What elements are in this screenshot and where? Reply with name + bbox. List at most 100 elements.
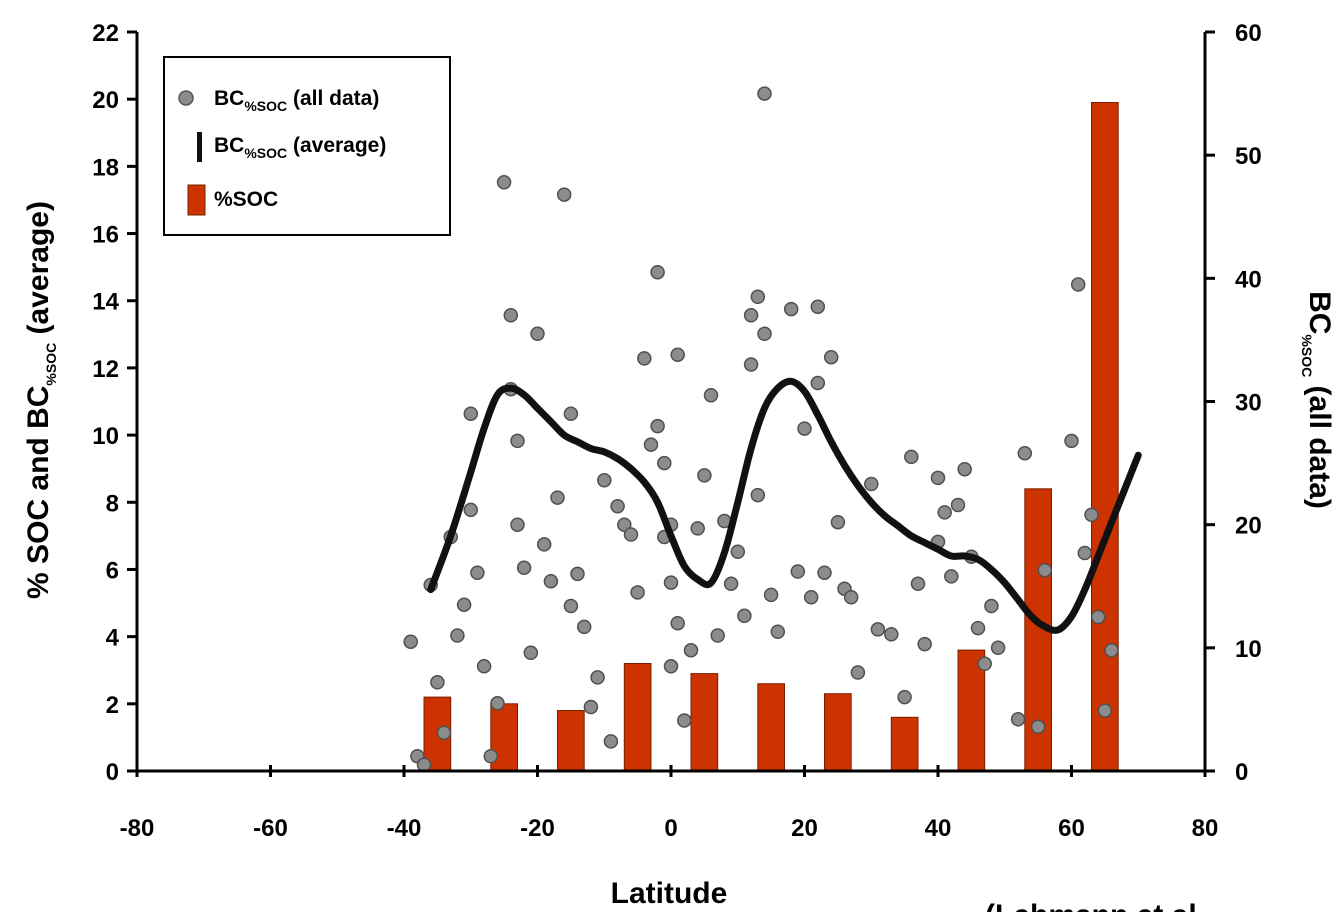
bc-data-point xyxy=(550,490,565,505)
bc-data-point xyxy=(810,375,826,391)
bc-data-point xyxy=(503,308,519,323)
bc-data-point xyxy=(597,473,612,488)
bc-data-point xyxy=(870,622,886,637)
bc-data-point xyxy=(476,659,492,674)
bc-data-point xyxy=(1017,445,1033,461)
bc-data-point xyxy=(403,634,418,649)
y-axis-right-title: BC%SOC (all data) xyxy=(1299,291,1336,509)
y-left-tick-label: 20 xyxy=(92,87,119,114)
y-right-tick-label: 30 xyxy=(1235,390,1262,417)
legend-marker-soc xyxy=(187,184,206,216)
soc-bar xyxy=(824,693,852,772)
tick-labels-layer: -80 -60 -40 -20 0 20 40 60 80 0 2 4 6 8 10 12 14 16 18 20 22… xyxy=(92,20,1261,842)
bc-data-point xyxy=(1097,703,1113,718)
y-left-tick-label: 2 xyxy=(106,692,119,719)
bc-data-point xyxy=(783,301,799,317)
bc-data-point xyxy=(450,628,465,643)
bc-data-point xyxy=(563,406,579,422)
average-line-layer xyxy=(427,377,1142,634)
bc-data-point xyxy=(630,585,645,600)
bc-data-point xyxy=(757,326,772,342)
y-left-tick-label: 12 xyxy=(92,356,119,383)
x-tick-label: -80 xyxy=(120,815,155,842)
bc-data-point xyxy=(563,598,579,614)
y-right-tick-label: 0 xyxy=(1235,759,1248,786)
bc-data-point xyxy=(650,264,665,280)
bc-data-point xyxy=(990,640,1006,656)
points-layer xyxy=(403,86,1119,773)
x-tick-label: -60 xyxy=(253,815,288,842)
legend-label-all-data: BC%SOC (all data) xyxy=(214,87,379,114)
bc-data-point xyxy=(430,675,445,690)
x-axis-title: Latitude xyxy=(611,877,728,910)
y-left-tick-label: 10 xyxy=(92,423,119,450)
bc-data-point xyxy=(1104,643,1119,658)
bc-data-point xyxy=(750,487,766,503)
bc-data-point xyxy=(823,349,839,365)
bc-data-point xyxy=(697,468,712,483)
bc-data-point xyxy=(1010,712,1026,727)
bc-data-point xyxy=(523,645,539,661)
bc-data-point xyxy=(743,308,759,323)
bc-data-point xyxy=(416,757,432,773)
bc-data-point xyxy=(670,347,685,362)
bc-data-point xyxy=(850,665,866,680)
legend-marker-average xyxy=(197,132,202,162)
bc-data-point xyxy=(1084,507,1099,523)
soc-bar xyxy=(890,716,919,772)
legend-marker-all-data xyxy=(178,90,194,106)
soc-bar xyxy=(623,663,652,772)
axes-layer xyxy=(127,30,1215,777)
bc-data-point xyxy=(643,437,659,452)
bc-data-point xyxy=(730,544,746,560)
bc-data-point xyxy=(576,619,592,635)
legend: BC%SOC (all data) BC%SOC (average) %SOC xyxy=(163,56,451,236)
bc-data-point xyxy=(510,433,525,449)
bc-data-point xyxy=(590,670,605,685)
bc-data-point xyxy=(556,187,572,202)
bc-data-point xyxy=(436,725,452,741)
bc-data-point xyxy=(703,388,719,403)
bc-data-point xyxy=(570,566,585,582)
bc-data-point xyxy=(810,299,826,314)
soc-bar xyxy=(757,683,785,772)
bc-data-point xyxy=(723,576,739,592)
bc-data-point xyxy=(864,476,879,492)
bc-data-point xyxy=(470,565,485,580)
bc-data-point xyxy=(463,406,479,422)
bc-data-point xyxy=(663,659,679,674)
y-left-tick-label: 8 xyxy=(106,490,119,517)
x-tick-label: 40 xyxy=(925,815,952,842)
bc-data-point xyxy=(1077,545,1093,561)
bc-data-point xyxy=(1037,562,1053,578)
bc-data-point xyxy=(1064,433,1079,449)
bc-data-point xyxy=(803,590,819,605)
bc-data-point xyxy=(884,627,899,642)
bc-data-point xyxy=(930,470,946,486)
bc-data-point xyxy=(1030,719,1046,734)
bc-data-point xyxy=(677,713,692,728)
bc-data-point xyxy=(1090,609,1106,625)
bc-data-point xyxy=(937,505,952,520)
bc-data-point xyxy=(977,656,992,672)
bc-data-point xyxy=(790,564,806,579)
bc-data-point xyxy=(690,521,705,536)
x-tick-label: -40 xyxy=(387,815,422,842)
footer-citation: (Lehmann et al xyxy=(985,899,1197,912)
bc-data-point xyxy=(1070,277,1086,292)
y-left-tick-label: 22 xyxy=(92,20,119,47)
bc-data-point xyxy=(830,514,846,530)
bc-data-point xyxy=(950,497,966,513)
bc-data-point xyxy=(650,418,665,434)
bars-layer xyxy=(423,102,1119,772)
bc-data-point xyxy=(463,502,479,518)
legend-label-average: BC%SOC (average) xyxy=(214,134,386,161)
bc-data-point xyxy=(797,421,812,436)
bc-data-point xyxy=(583,699,599,715)
bc-data-point xyxy=(683,643,699,658)
y-left-tick-label: 4 xyxy=(106,625,120,652)
bc-data-point xyxy=(657,455,672,471)
bc-data-point xyxy=(510,517,525,532)
y-left-tick-label: 16 xyxy=(92,222,119,249)
bc-data-point xyxy=(603,734,619,749)
